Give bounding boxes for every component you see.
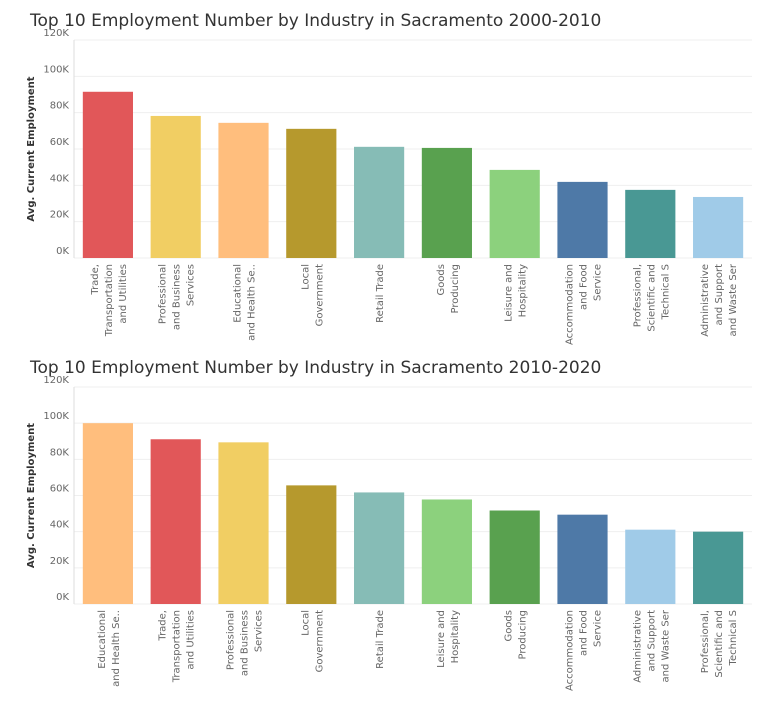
y-tick-label: 120K (43, 375, 69, 386)
x-tick-label: and Food (579, 264, 590, 310)
x-tick-label: Professional (226, 610, 237, 670)
x-tick-label: and Utilities (118, 264, 129, 324)
bar (82, 423, 133, 604)
bar (218, 122, 269, 258)
chart-title: Top 10 Employment Number by Industry in … (29, 11, 601, 31)
bar (150, 439, 201, 604)
bar (354, 146, 405, 258)
x-tick-label: Technical S (728, 610, 739, 666)
x-tick-label: Professional (158, 264, 169, 324)
x-tick-label: and Health Se.. (247, 264, 258, 341)
bar (218, 442, 269, 604)
x-tick-label: Retail Trade (375, 610, 386, 669)
bar (625, 529, 676, 604)
x-tick-label: Leisure and (436, 610, 447, 668)
bar (489, 510, 540, 604)
y-tick-label: 40K (50, 173, 70, 184)
x-tick-label: Producing (518, 610, 529, 660)
x-tick-label: Government (314, 610, 325, 672)
x-tick-label: Producing (450, 264, 461, 314)
x-tick-label: Scientific and (714, 610, 725, 678)
x-tick-label: Transportation (104, 264, 115, 337)
bar (82, 91, 133, 259)
x-tick-label: Service (593, 610, 604, 647)
x-tick-label: Hospitality (518, 264, 529, 318)
bar (625, 189, 676, 258)
y-tick-label: 80K (50, 447, 70, 458)
x-tick-label: and Business (240, 610, 251, 676)
x-tick-label: and Utilities (186, 610, 197, 670)
bar (693, 196, 744, 258)
x-tick-label: Services (254, 610, 265, 652)
x-tick-label: and Food (579, 610, 590, 656)
x-tick-label: Government (314, 264, 325, 326)
x-tick-label: Service (593, 264, 604, 301)
bar (421, 147, 472, 258)
x-tick-label: and Support (714, 264, 725, 326)
bar (150, 115, 201, 258)
bar (354, 492, 405, 604)
x-tick-label: Educational (233, 264, 244, 323)
x-tick-label: Administrative (700, 264, 711, 337)
chart-title: Top 10 Employment Number by Industry in … (29, 358, 601, 378)
x-tick-label: Retail Trade (375, 264, 386, 323)
x-tick-label: Trade, (158, 610, 169, 642)
x-tick-label: and Waste Ser (660, 609, 671, 682)
x-tick-label: Goods (436, 264, 447, 296)
x-tick-label: Local (300, 264, 311, 290)
bar (489, 169, 540, 258)
y-tick-label: 100K (43, 411, 69, 422)
x-tick-label: Educational (97, 610, 108, 669)
y-tick-label: 40K (50, 520, 70, 531)
x-tick-label: Technical S (660, 264, 671, 320)
y-axis-title: Avg. Current Employment (26, 423, 37, 568)
x-tick-label: Leisure and (504, 264, 515, 322)
x-tick-label: Local (300, 610, 311, 636)
bar (286, 485, 337, 604)
x-tick-label: Trade, (90, 264, 101, 296)
y-tick-label: 60K (50, 137, 70, 148)
y-tick-label: 20K (50, 210, 70, 221)
y-tick-label: 20K (50, 556, 70, 567)
x-tick-label: and Health Se.. (111, 610, 122, 687)
y-axis-title: Avg. Current Employment (26, 76, 37, 221)
bar (421, 499, 472, 604)
y-tick-label: 80K (50, 101, 70, 112)
y-tick-label: 120K (43, 28, 69, 39)
y-tick-label: 0K (56, 592, 69, 603)
y-tick-label: 0K (56, 246, 69, 257)
x-tick-label: Scientific and (646, 264, 657, 332)
bar (557, 514, 608, 604)
x-tick-label: Hospitality (450, 610, 461, 664)
x-tick-label: Accommodation (565, 610, 576, 691)
x-tick-label: and Support (646, 610, 657, 672)
x-tick-label: Services (186, 264, 197, 306)
x-tick-label: and Business (172, 264, 183, 330)
x-tick-label: and Waste Ser (728, 263, 739, 336)
bar (286, 128, 337, 258)
y-tick-label: 100K (43, 64, 69, 75)
y-tick-label: 60K (50, 484, 70, 495)
x-tick-label: Goods (504, 610, 515, 642)
bar (557, 181, 608, 258)
bar (693, 531, 744, 604)
x-tick-label: Accommodation (565, 264, 576, 345)
x-tick-label: Transportation (172, 610, 183, 683)
x-tick-label: Professional, (632, 264, 643, 327)
x-tick-label: Administrative (632, 610, 643, 683)
x-tick-label: Professional, (700, 610, 711, 673)
